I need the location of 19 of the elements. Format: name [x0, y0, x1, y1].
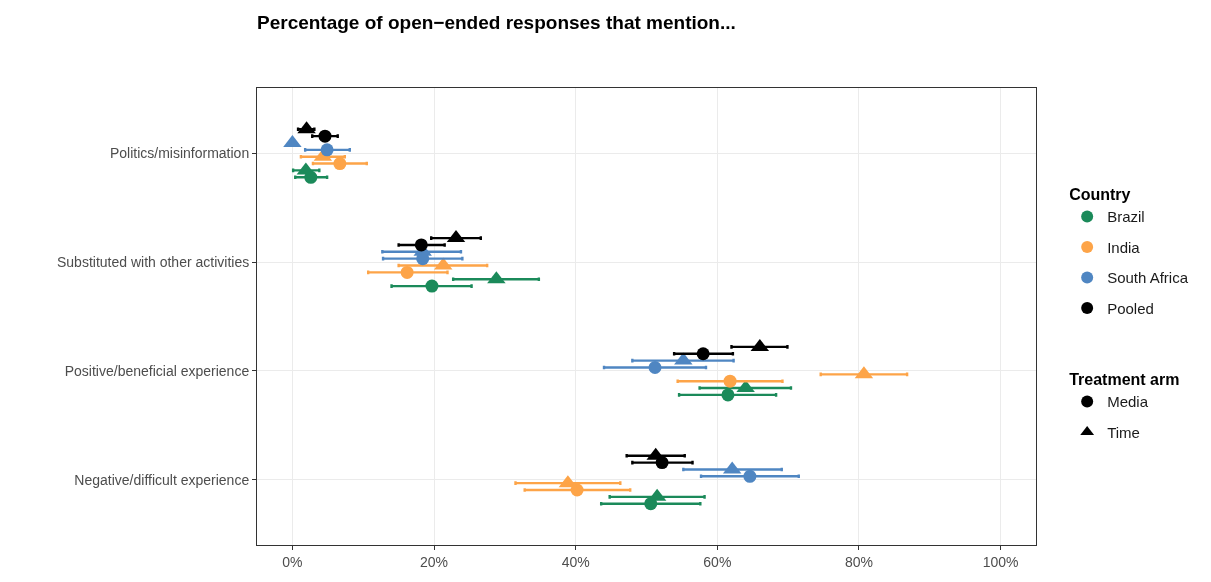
y-tick-label: Substituted with other activities	[56, 254, 250, 270]
legend-label: Time	[1107, 423, 1140, 441]
x-tick-label: 40%	[561, 553, 590, 570]
chart-title: Percentage of open−ended responses that mention...	[257, 11, 736, 33]
y-tick-label: Positive/beneficial experience	[64, 362, 250, 379]
x-tick-label: 100%	[982, 553, 1019, 570]
x-tick-label: 0%	[282, 553, 303, 570]
legend-label: India	[1107, 238, 1141, 256]
legend-label: South Africa	[1107, 269, 1189, 287]
y-tick-label: Politics/misinformation	[109, 145, 250, 162]
legend-label: Media	[1107, 393, 1149, 411]
x-tick-label: 60%	[703, 553, 732, 570]
text: Country	[1069, 186, 1131, 204]
legend-label: Pooled	[1107, 299, 1154, 317]
text: Treatment arm	[1069, 371, 1180, 389]
legend-label: Brazil	[1107, 208, 1145, 226]
x-tick-label: 20%	[420, 553, 449, 570]
y-tick-label: Negative/difficult experience	[74, 471, 250, 488]
x-tick-label: 80%	[844, 553, 873, 570]
